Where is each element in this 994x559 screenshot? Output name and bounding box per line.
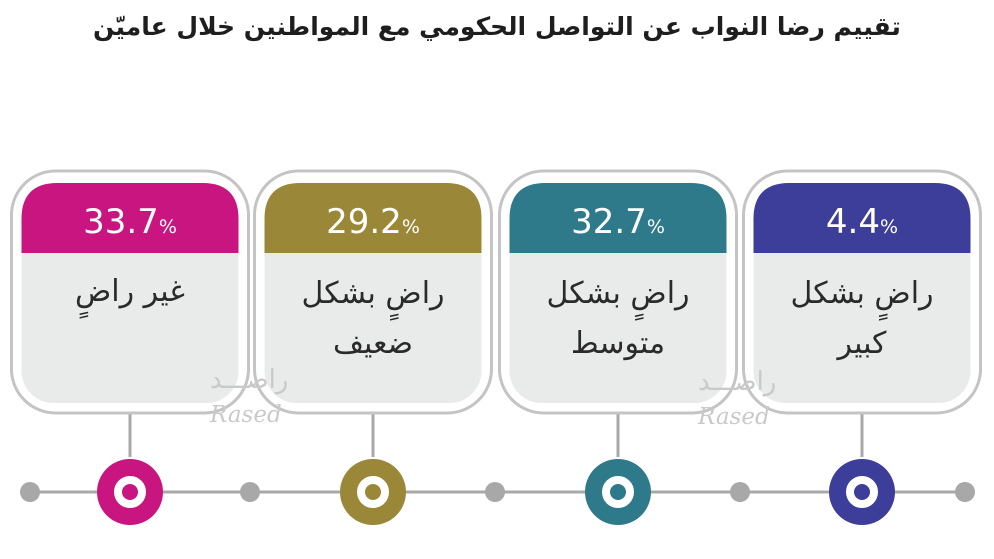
timeline-dot-3 (485, 482, 505, 502)
value-unit: % (647, 216, 665, 238)
value-unit: % (880, 216, 898, 238)
value-number: 29.2 (326, 202, 402, 242)
value-label: 33.7% (83, 202, 177, 242)
watermark-arabic-left: راصـــد (210, 365, 289, 395)
card-header (21, 183, 239, 253)
timeline-dot-5 (955, 482, 975, 502)
value-unit: % (402, 216, 420, 238)
timeline-dot-4 (730, 482, 750, 502)
timeline-node-ring (602, 476, 634, 508)
timeline-node (829, 459, 895, 525)
category-label-line-2: ضعيف (333, 326, 413, 361)
value-unit: % (159, 216, 177, 238)
card-1: 33.7%غير راضٍ (10, 169, 250, 525)
value-number: 32.7 (571, 202, 647, 242)
value-label: 4.4% (826, 202, 898, 242)
value-number: 4.4 (826, 202, 880, 242)
category-label-line-2: كبير (836, 326, 888, 361)
value-number: 33.7 (83, 202, 159, 242)
timeline-dot-2 (240, 482, 260, 502)
timeline-node-ring (114, 476, 146, 508)
timeline-node (97, 459, 163, 525)
watermark-latin-right: Rased (698, 404, 770, 430)
timeline-node-ring (357, 476, 389, 508)
card-header (753, 183, 971, 253)
value-label: 29.2% (326, 202, 420, 242)
watermark-latin-left: Rased (210, 402, 282, 428)
timeline-dot-1 (20, 482, 40, 502)
timeline-node-ring (846, 476, 878, 508)
card-header (264, 183, 482, 253)
category-label-line-2: متوسط (571, 326, 665, 361)
watermark-arabic-right: راصـــد (698, 367, 777, 397)
card-header (509, 183, 727, 253)
value-label: 32.7% (571, 202, 665, 242)
page-title: تقييم رضا النواب عن التواصل الحكومي مع ا… (93, 12, 901, 41)
timeline-node (585, 459, 651, 525)
timeline-node (340, 459, 406, 525)
